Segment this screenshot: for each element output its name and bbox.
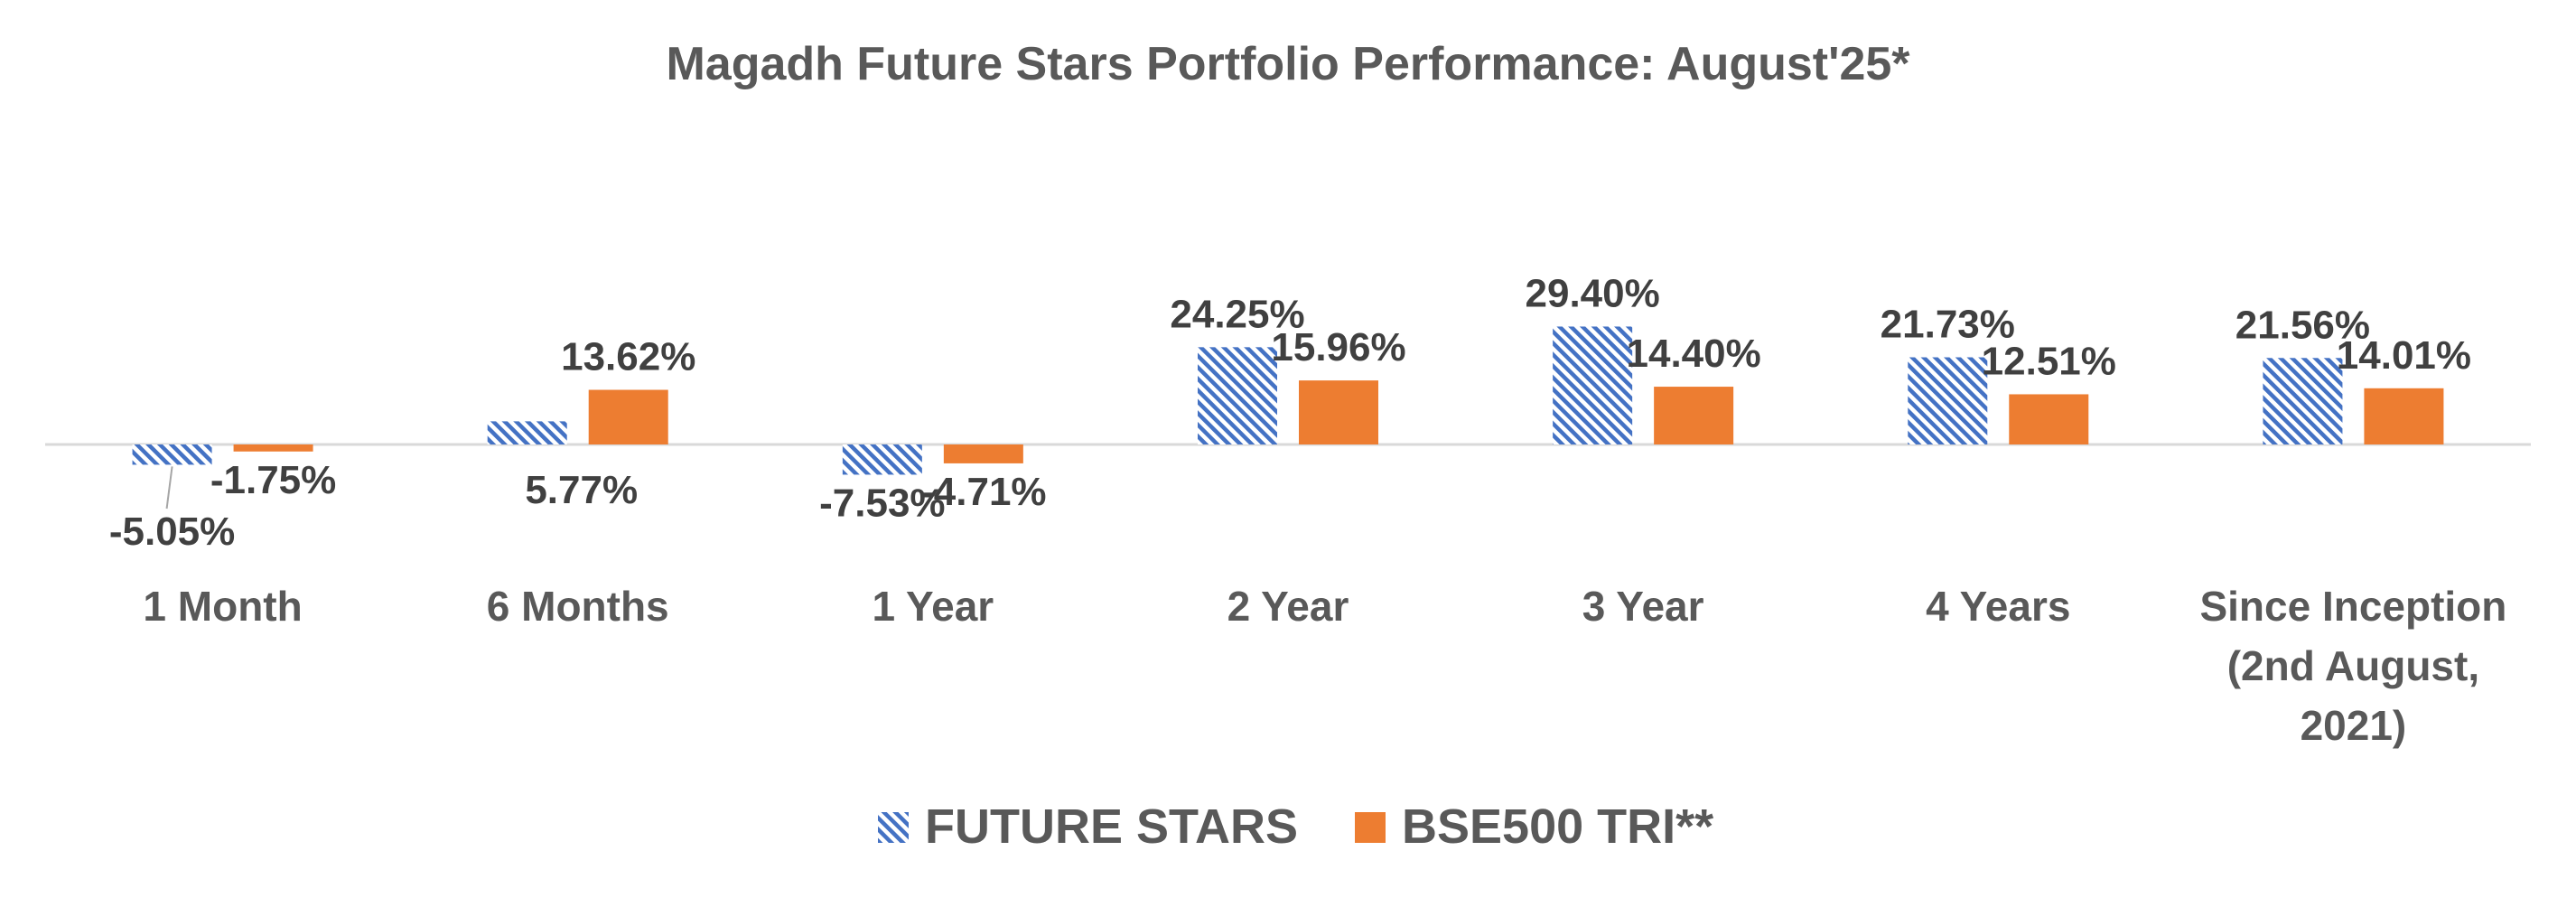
legend-swatch-bse500-tri [1355, 812, 1386, 843]
category-label-4-years: 4 Years [1926, 583, 2070, 630]
legend-swatch-future-stars [878, 812, 909, 843]
data-label-future-stars-1-month: -5.05% [109, 510, 235, 554]
leader-lines-layer [165, 466, 173, 510]
bar-bse500-tri-since-inception [2364, 388, 2444, 444]
bar-future-stars-1-year [842, 444, 922, 475]
category-labels-layer: 1 Month 6 Months 1 Year 2 Year 3 Year 4 Years… [143, 583, 2506, 749]
category-label-1-month: 1 Month [143, 583, 302, 630]
data-label-bse500-tri-since-inception: 14.01% [2337, 333, 2471, 378]
data-label-bse500-tri-2-year: 15.96% [1271, 325, 1405, 369]
category-label-since-inception: Since Inception [2199, 583, 2506, 630]
category-label-3-year: 3 Year [1582, 583, 1704, 630]
data-label-bse500-tri-1-month: -1.75% [210, 458, 336, 502]
category-label-2-year: 2 Year [1227, 583, 1349, 630]
data-label-future-stars-since-inception: 21.56% [2235, 303, 2370, 347]
data-labels-layer: -5.05% 5.77% -7.53% 24.25% 29.40% 21.73% 21.56… [109, 271, 2471, 554]
bar-bse500-tri-2-year [1299, 380, 1378, 444]
bar-bse500-tri-1-year [943, 444, 1023, 463]
bar-future-stars-1-month [132, 444, 212, 465]
data-label-future-stars-1-year: -7.53% [819, 481, 945, 525]
bar-bse500-tri-3-year [1654, 387, 1734, 444]
chart-title: Magadh Future Stars Portfolio Performanc… [666, 38, 1910, 90]
data-label-future-stars-4-years: 21.73% [1881, 303, 2015, 347]
data-label-bse500-tri-1-year: -4.71% [920, 470, 1046, 514]
bar-bse500-tri-4-years [2009, 394, 2089, 444]
bar-bse500-tri-1-month [233, 444, 313, 452]
leader-line-future-stars-1-month [165, 466, 173, 510]
bar-future-stars-2-year [1198, 347, 1277, 444]
legend-label-bse500-tri: BSE500 TRI** [1402, 799, 1713, 854]
bar-future-stars-4-years [1908, 357, 1988, 444]
data-label-future-stars-6-months: 5.77% [525, 468, 638, 512]
legend-label-future-stars: FUTURE STARS [925, 799, 1298, 854]
legend: FUTURE STARS BSE500 TRI** [878, 799, 1713, 854]
bars-layer [132, 326, 2444, 475]
data-label-bse500-tri-4-years: 12.51% [1982, 339, 2116, 383]
bar-future-stars-3-year [1553, 326, 1633, 444]
bar-future-stars-6-months [487, 421, 567, 444]
data-label-future-stars-3-year: 29.40% [1526, 271, 1660, 315]
data-label-future-stars-2-year: 24.25% [1170, 292, 1304, 336]
category-label-6-months: 6 Months [487, 583, 669, 630]
category-label-1-year: 1 Year [872, 583, 994, 630]
category-label-since-inception-line-2: (2nd August, [2227, 642, 2479, 689]
bar-bse500-tri-6-months [588, 389, 668, 444]
category-label-since-inception-line-3: 2021) [2301, 702, 2407, 749]
data-label-bse500-tri-6-months: 13.62% [561, 335, 695, 379]
data-label-bse500-tri-3-year: 14.40% [1627, 332, 1761, 376]
bar-future-stars-since-inception [2263, 358, 2343, 444]
